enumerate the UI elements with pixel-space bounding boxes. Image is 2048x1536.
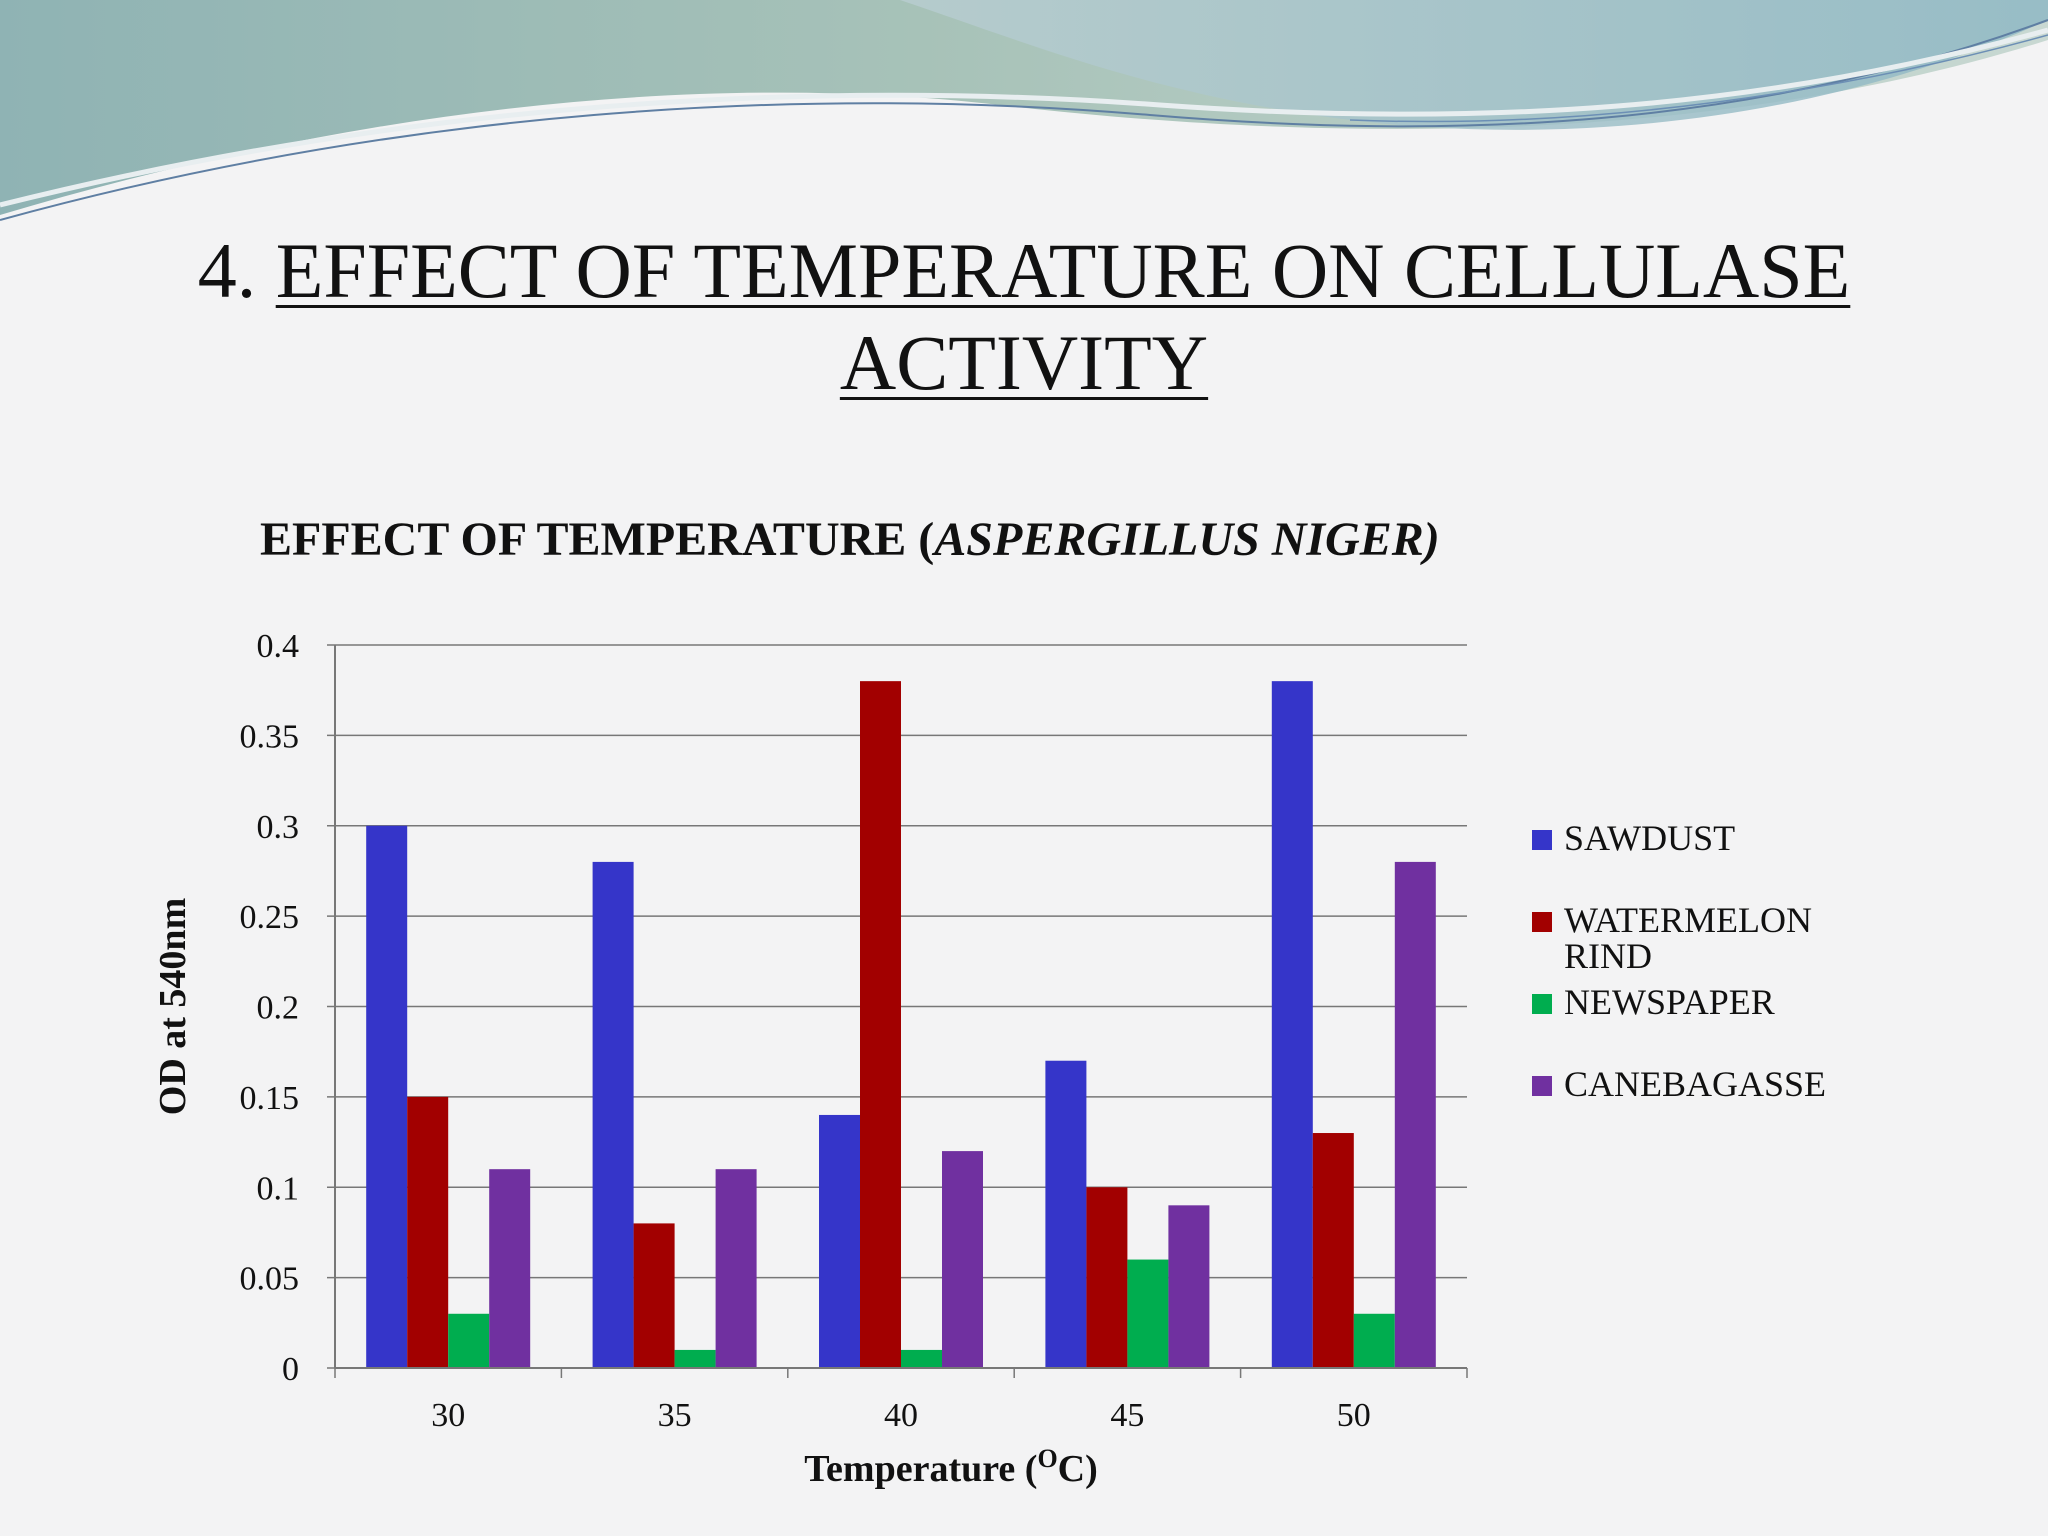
bar-newspaper-50: [1353, 1313, 1395, 1368]
legend-swatch-newspaper: [1532, 994, 1552, 1014]
y-tick-label: 0.1: [257, 1170, 300, 1207]
bar-canebagasse-35: [715, 1169, 757, 1368]
x-tick-label: 35: [658, 1397, 692, 1434]
legend-item-watermelon-rind: WATERMELON RIND: [1532, 902, 1812, 974]
chart-title-italic: ASPERGILLUS NIGER): [934, 513, 1440, 566]
y-tick-label: 0.4: [257, 628, 300, 665]
legend-label-canebagasse: CANEBAGASSE: [1564, 1064, 1827, 1104]
bar-sawdust-45: [1045, 1060, 1087, 1368]
slide-title-line2: ACTIVITY: [839, 319, 1209, 406]
bar-canebagasse-40: [942, 1151, 983, 1368]
bar-watermelon-rind-45: [1086, 1187, 1128, 1368]
chart-title-plain: EFFECT OF TEMPERATURE (: [260, 513, 935, 566]
slide-title-prefix: 4.: [197, 227, 276, 314]
bar-canebagasse-45: [1168, 1205, 1210, 1368]
decorative-wave-banner: [0, 0, 2048, 221]
chart-title: EFFECT OF TEMPERATURE (ASPERGILLUS NIGER…: [260, 512, 1440, 567]
slide-title-line1: EFFECT OF TEMPERATURE ON CELLULASE: [275, 227, 1851, 314]
bar-sawdust-50: [1271, 681, 1313, 1368]
legend-label-sawdust: SAWDUST: [1564, 818, 1736, 858]
legend-label-watermelon-rind-line1: WATERMELON: [1564, 900, 1812, 940]
x-axis-label: Temperature (OC): [804, 1444, 1098, 1490]
bar-watermelon-rind-50: [1312, 1133, 1354, 1368]
bar-newspaper-45: [1127, 1259, 1169, 1368]
y-tick-label: 0.35: [240, 718, 300, 755]
x-tick-label: 40: [884, 1397, 918, 1434]
legend-item-canebagasse: CANEBAGASSE: [1532, 1066, 1826, 1102]
slide-title: 4. EFFECT OF TEMPERATURE ON CELLULASE AC…: [0, 225, 2048, 409]
bar-canebagasse-50: [1394, 861, 1436, 1368]
bar-sawdust-40: [819, 1114, 860, 1368]
legend-label-watermelon-rind-line2: RIND: [1564, 936, 1652, 976]
bar-watermelon-rind-30: [407, 1096, 449, 1368]
legend-label-newspaper: NEWSPAPER: [1564, 982, 1775, 1022]
y-tick-label: 0.15: [240, 1080, 300, 1117]
bar-watermelon-rind-40: [860, 681, 901, 1368]
legend-item-newspaper: NEWSPAPER: [1532, 984, 1775, 1020]
bar-newspaper-35: [674, 1349, 716, 1368]
bar-sawdust-30: [366, 825, 408, 1368]
bar-canebagasse-30: [489, 1169, 531, 1368]
y-tick-label: 0.25: [240, 899, 300, 936]
bar-newspaper-40: [901, 1349, 942, 1368]
y-tick-label: 0: [282, 1351, 299, 1388]
bar-newspaper-30: [448, 1313, 490, 1368]
legend-swatch-canebagasse: [1532, 1076, 1552, 1096]
legend-swatch-sawdust: [1532, 830, 1552, 850]
x-tick-label: 50: [1337, 1397, 1371, 1434]
y-axis-label: OD at 540nm: [152, 898, 194, 1115]
x-tick-label: 45: [1110, 1397, 1144, 1434]
y-tick-label: 0.3: [257, 809, 300, 846]
y-tick-label: 0.05: [240, 1261, 300, 1298]
legend-swatch-watermelon-rind: [1532, 912, 1552, 932]
bar-watermelon-rind-35: [633, 1223, 675, 1368]
bar-sawdust-35: [592, 861, 634, 1368]
legend-item-sawdust: SAWDUST: [1532, 820, 1735, 856]
x-tick-label: 30: [431, 1397, 465, 1434]
y-tick-label: 0.2: [257, 990, 300, 1027]
